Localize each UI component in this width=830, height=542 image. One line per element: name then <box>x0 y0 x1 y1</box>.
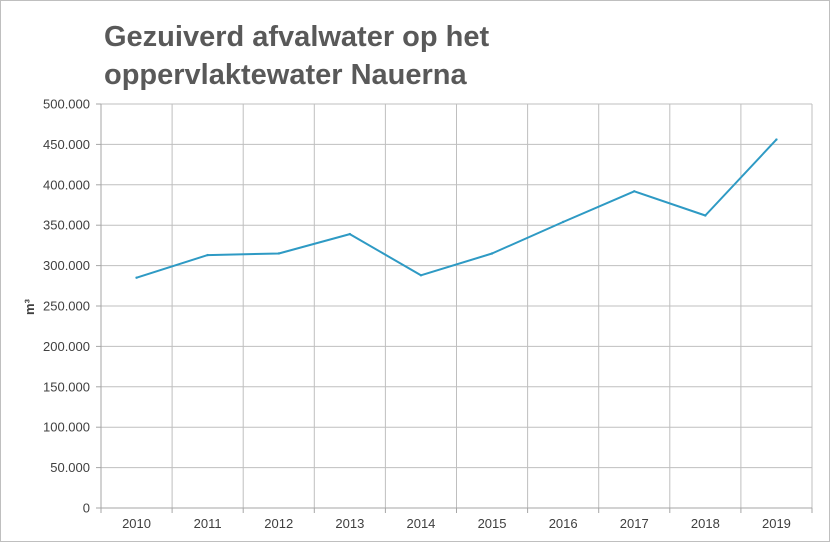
x-tick-label: 2011 <box>194 516 222 531</box>
data-point <box>419 274 423 277</box>
data-point <box>348 232 352 236</box>
tick-labels: 0 50.000 100.000 150.000 200.000 250.000 300.0… <box>43 97 791 532</box>
chart-title-line-2: oppervlaktewater Nauerna <box>104 59 467 91</box>
y-tick-label: 0 <box>83 501 90 516</box>
y-tick-label: 300.000 <box>43 258 90 273</box>
y-tick-label: 250.000 <box>43 299 90 314</box>
data-point <box>135 276 138 279</box>
data-point <box>633 190 636 193</box>
y-tick-label: 150.000 <box>43 379 90 394</box>
data-point <box>561 220 565 224</box>
y-tick-label: 400.000 <box>43 177 90 192</box>
x-tick-label: 2019 <box>762 516 791 531</box>
data-point <box>490 252 494 255</box>
series-line <box>136 138 778 279</box>
x-tick-label: 2012 <box>264 516 293 531</box>
grid <box>101 103 813 508</box>
data-point <box>775 138 778 141</box>
data-point <box>704 214 707 217</box>
y-tick-label: 450.000 <box>43 137 90 152</box>
x-tick-label: 2017 <box>620 516 649 531</box>
x-tick-label: 2014 <box>406 516 435 531</box>
y-tick-label: 500.000 <box>43 97 90 112</box>
series <box>135 138 778 279</box>
y-tick-label: 50.000 <box>50 460 90 475</box>
data-point <box>277 252 280 255</box>
x-tick-label: 2010 <box>122 516 151 531</box>
y-axis-label: m³ <box>22 298 37 315</box>
data-point <box>206 253 209 257</box>
x-tick-label: 2015 <box>478 516 507 531</box>
x-tick-label: 2018 <box>691 516 720 531</box>
chart-title-line-1: Gezuiverd afvalwater op het <box>104 21 490 53</box>
y-tick-label: 350.000 <box>43 218 90 233</box>
y-tick-label: 100.000 <box>43 420 90 435</box>
x-tick-label: 2016 <box>549 516 578 531</box>
x-tick-label: 2013 <box>335 516 364 531</box>
chart-title: Gezuiverd afvalwater op het oppervlaktew… <box>104 18 704 94</box>
y-tick-label: 200.000 <box>43 339 90 354</box>
axes <box>96 103 813 513</box>
